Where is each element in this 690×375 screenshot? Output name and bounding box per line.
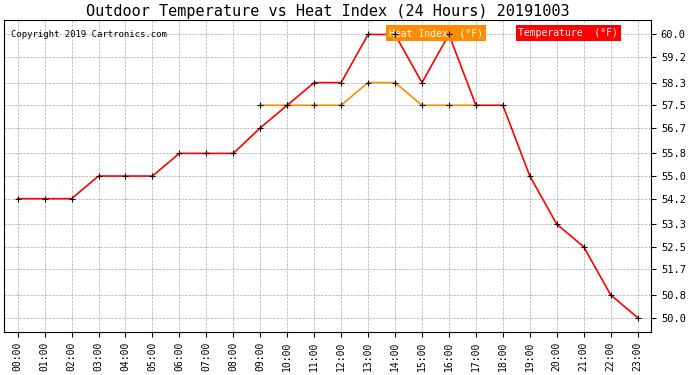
Text: Copyright 2019 Cartronics.com: Copyright 2019 Cartronics.com: [10, 30, 166, 39]
Text: Temperature  (°F): Temperature (°F): [518, 28, 618, 38]
Text: Heat Index  (°F): Heat Index (°F): [389, 28, 483, 38]
Title: Outdoor Temperature vs Heat Index (24 Hours) 20191003: Outdoor Temperature vs Heat Index (24 Ho…: [86, 4, 569, 19]
